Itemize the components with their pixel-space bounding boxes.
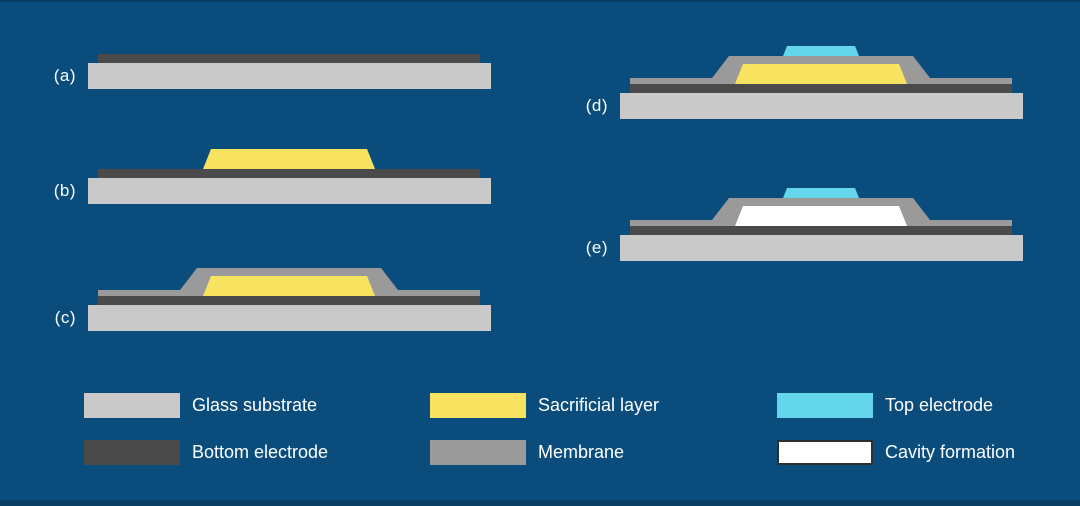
- cavity-formation-swatch: [777, 440, 873, 465]
- legend-item-membrane: Membrane: [430, 440, 624, 465]
- top-border-strip: [0, 0, 1080, 2]
- step-e-layers-drawing: [620, 188, 1023, 261]
- legend-item-cavity-formation: Cavity formation: [777, 440, 1015, 465]
- bottom-electrode-swatch: [84, 440, 180, 465]
- bottom-electrode-layer: [98, 169, 480, 178]
- step-b-cross-section: [88, 131, 491, 204]
- top-electrode-layer: [783, 46, 859, 56]
- step-c-layers-drawing: [88, 268, 491, 331]
- legend-label-glass-substrate: Glass substrate: [192, 395, 318, 415]
- step-a-cross-section: [88, 16, 491, 89]
- glass-substrate-layer: [620, 93, 1023, 119]
- legend-item-glass-substrate: Glass substrate: [84, 393, 317, 418]
- step-e-cross-section: [620, 188, 1023, 261]
- bottom-electrode-layer: [98, 296, 480, 305]
- step-c-cross-section: [88, 258, 491, 331]
- bottom-electrode-layer: [630, 84, 1012, 93]
- glass-substrate-layer: [88, 305, 491, 331]
- legend-label-cavity-formation: Cavity formation: [885, 442, 1016, 462]
- legend-item-top-electrode: Top electrode: [777, 393, 993, 418]
- sacrificial-layer-swatch: [430, 393, 526, 418]
- step-b-layers-drawing: [88, 149, 491, 204]
- legend-label-sacrificial-layer: Sacrificial layer: [538, 395, 660, 415]
- cavity-formation-layer: [735, 206, 907, 226]
- glass-substrate-layer: [88, 178, 491, 204]
- bottom-border-strip: [0, 500, 1080, 506]
- step-d-layers-drawing: [620, 46, 1023, 119]
- glass-substrate-swatch: [84, 393, 180, 418]
- sacrificial-layer-layer: [203, 276, 375, 296]
- step-d-cross-section: [620, 46, 1023, 119]
- legend-label-bottom-electrode: Bottom electrode: [192, 442, 329, 462]
- step-a-label: (a): [53, 66, 76, 85]
- legend-item-sacrificial-layer: Sacrificial layer: [430, 393, 659, 418]
- step-e-label: (e): [585, 238, 608, 257]
- step-d-label: (d): [585, 96, 608, 115]
- legend-label-membrane: Membrane: [538, 442, 625, 462]
- glass-substrate-layer: [88, 63, 491, 89]
- bottom-electrode-layer: [630, 226, 1012, 235]
- step-a-layers-drawing: [88, 54, 491, 89]
- sacrificial-layer-layer: [735, 64, 907, 84]
- top-electrode-swatch: [777, 393, 873, 418]
- top-electrode-layer: [783, 188, 859, 198]
- glass-substrate-layer: [620, 235, 1023, 261]
- step-c-label: (c): [54, 308, 76, 327]
- legend-item-bottom-electrode: Bottom electrode: [84, 440, 328, 465]
- step-b-label: (b): [53, 181, 76, 200]
- sacrificial-layer-layer: [203, 149, 375, 169]
- membrane-swatch: [430, 440, 526, 465]
- legend-label-top-electrode: Top electrode: [885, 395, 994, 415]
- bottom-electrode-layer: [98, 54, 480, 63]
